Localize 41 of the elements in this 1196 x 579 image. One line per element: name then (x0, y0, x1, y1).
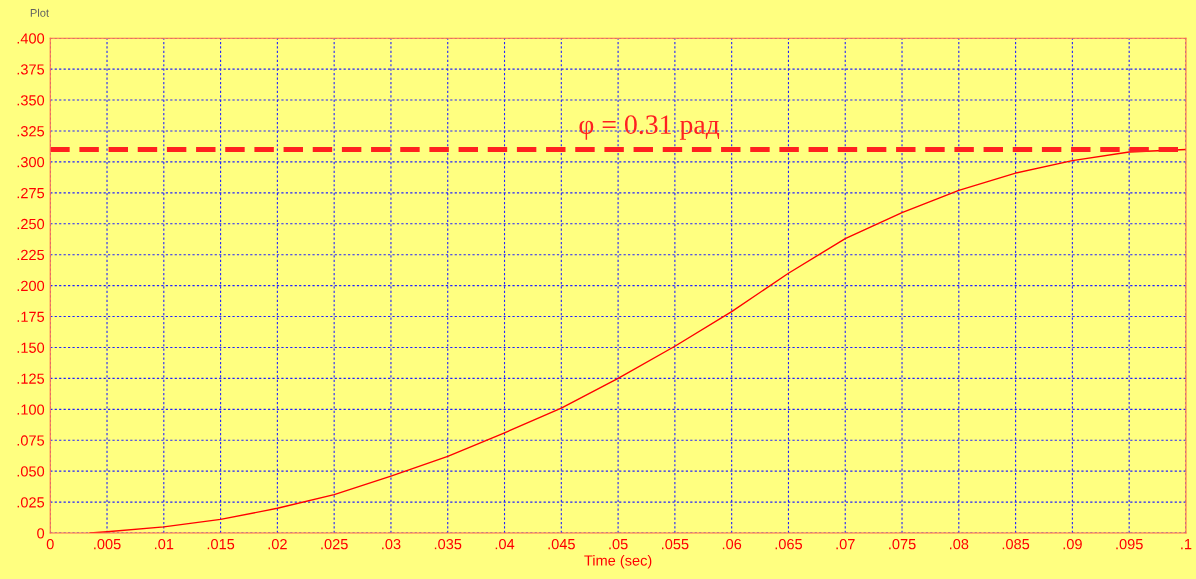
y-tick-label: .200 (17, 280, 45, 292)
y-tick-label: .375 (17, 64, 45, 75)
x-tick-label: .03 (382, 538, 401, 550)
x-tick-label: .005 (94, 538, 121, 550)
ref-line-label: φ = 0.31 рад (579, 115, 720, 140)
y-tick-label: .325 (17, 126, 45, 137)
y-tick-label: 0 (37, 528, 45, 539)
x-tick-label: .01 (155, 538, 174, 550)
x-tick-label: .045 (548, 538, 575, 550)
x-tick-label: .08 (950, 538, 969, 550)
y-tick-label: .025 (17, 497, 45, 508)
x-tick-label: .065 (775, 538, 803, 550)
y-tick-label: .275 (17, 187, 45, 199)
y-tick-label: .175 (17, 311, 45, 322)
x-tick-label: .025 (321, 538, 348, 550)
x-tick-label: .07 (836, 538, 855, 550)
x-tick-label: .095 (1116, 538, 1143, 550)
x-tick-label: .06 (722, 538, 742, 550)
y-tick-label: .225 (17, 249, 45, 261)
y-tick-label: .250 (17, 218, 45, 230)
x-axis-title: Time (sec) (584, 554, 652, 569)
y-tick-label: .300 (17, 157, 45, 168)
x-tick-label: .1 (1181, 539, 1192, 550)
x-tick-label: 0 (46, 538, 54, 550)
chart-title: Plot (30, 8, 49, 17)
x-tick-label: .04 (495, 538, 515, 550)
x-tick-label: .09 (1063, 538, 1082, 550)
y-tick-label: .075 (17, 435, 45, 446)
x-tick-label: .055 (662, 538, 689, 550)
y-tick-label: .150 (17, 342, 45, 353)
y-tick-label: .400 (17, 33, 45, 44)
y-tick-label: .100 (17, 404, 45, 415)
x-tick-label: .085 (1002, 538, 1030, 550)
y-tick-label: .050 (17, 466, 45, 477)
x-tick-label: .015 (207, 538, 235, 550)
x-tick-label: .075 (889, 538, 916, 550)
x-tick-label: .02 (268, 538, 287, 550)
y-tick-label: .350 (17, 95, 45, 106)
x-tick-label: .05 (609, 538, 628, 550)
y-tick-label: .125 (17, 373, 45, 384)
x-tick-label: .035 (434, 538, 462, 550)
